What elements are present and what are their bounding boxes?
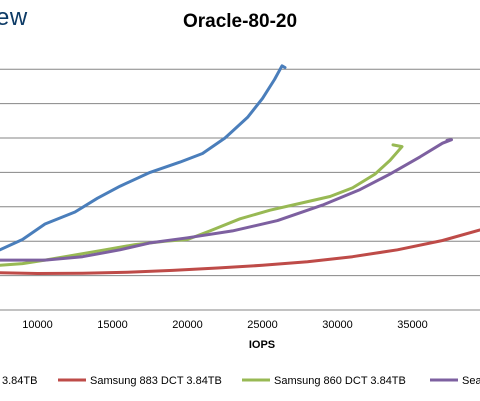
x-tick-label: 25000 [247,319,278,331]
x-tick-label: 20000 [172,319,203,331]
gridlines [0,68,480,311]
x-tick-label: 35000 [397,319,428,331]
series-lines [0,64,480,275]
chart-title: Oracle-80-20 [182,11,298,32]
x-tick-label: 15000 [97,319,128,331]
x-tick-label: 30000 [322,319,353,331]
legend-label-0: 3.84TB [2,375,37,387]
series-line-3 [0,138,453,262]
series-line-0 [0,64,287,252]
legend-label-3: Sea [462,375,480,387]
legend-label-2: Samsung 860 DCT 3.84TB [274,375,406,387]
x-axis-ticks: 10000150002000025000300003500040 [22,319,428,331]
series-line-2 [0,143,404,267]
logo-watermark-text: ew [0,4,28,31]
x-tick-label: 10000 [22,319,53,331]
series-line-1 [0,228,480,275]
legend: 3.84TB Samsung 883 DCT 3.84TB Samsung 860 … [2,375,480,387]
legend-label-1: Samsung 883 DCT 3.84TB [90,375,222,387]
x-axis-title: IOPS [249,339,275,351]
